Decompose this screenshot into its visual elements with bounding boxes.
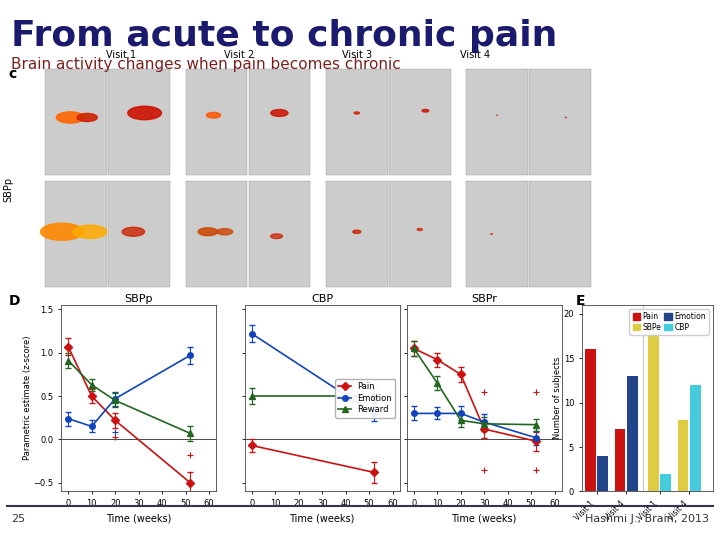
Text: E: E (576, 294, 585, 308)
Title: CBP: CBP (311, 294, 333, 305)
Text: 25: 25 (11, 514, 25, 524)
Bar (529, 69, 591, 174)
Bar (389, 181, 451, 287)
Bar (660, 474, 671, 491)
Y-axis label: Number of subjects: Number of subjects (553, 357, 562, 440)
Y-axis label: Parametric estimate (z-score): Parametric estimate (z-score) (23, 336, 32, 461)
Text: Visit 2: Visit 2 (224, 50, 254, 60)
X-axis label: Time (weeks): Time (weeks) (289, 514, 355, 524)
Text: Visit 4: Visit 4 (460, 50, 490, 60)
Circle shape (40, 223, 84, 240)
Bar (186, 181, 247, 287)
Text: Hashmi J., Brain, 2013: Hashmi J., Brain, 2013 (585, 514, 709, 524)
Bar (108, 69, 170, 174)
Circle shape (198, 228, 217, 235)
Bar (45, 69, 107, 174)
Circle shape (217, 228, 233, 235)
Text: Visit 3: Visit 3 (342, 50, 372, 60)
Bar (467, 181, 528, 287)
Legend: Pain, SBPe, Emotion, CBP: Pain, SBPe, Emotion, CBP (629, 309, 709, 335)
Text: c: c (9, 68, 17, 82)
Title: SBPr: SBPr (472, 294, 497, 305)
Text: SBPp: SBPp (4, 177, 14, 201)
Text: D: D (9, 294, 20, 308)
Bar (690, 385, 701, 491)
Circle shape (122, 227, 145, 236)
Bar (467, 69, 528, 174)
Bar (627, 376, 638, 491)
Bar (108, 181, 170, 287)
Bar (389, 69, 451, 174)
Circle shape (271, 234, 282, 239)
Text: Visit 1: Visit 1 (106, 50, 136, 60)
Circle shape (73, 225, 107, 239)
Circle shape (56, 112, 84, 123)
Circle shape (422, 110, 429, 112)
Bar (326, 69, 387, 174)
Circle shape (77, 113, 97, 122)
Circle shape (207, 112, 220, 118)
Title: SBPp: SBPp (125, 294, 153, 305)
Text: Brain activity changes when pain becomes chronic: Brain activity changes when pain becomes… (11, 57, 400, 72)
Bar (248, 181, 310, 287)
Bar (529, 181, 591, 287)
X-axis label: Time (weeks): Time (weeks) (451, 514, 517, 524)
Legend: Pain, Emotion, Reward: Pain, Emotion, Reward (335, 379, 395, 417)
Bar (45, 181, 107, 287)
Bar (585, 349, 595, 491)
Bar (326, 181, 387, 287)
Bar (248, 69, 310, 174)
Text: From acute to chronic pain: From acute to chronic pain (11, 19, 557, 53)
Bar (678, 421, 688, 491)
Circle shape (353, 230, 361, 233)
Circle shape (354, 112, 359, 114)
Bar (186, 69, 247, 174)
Circle shape (127, 106, 161, 120)
Bar (615, 429, 626, 491)
X-axis label: Time (weeks): Time (weeks) (106, 514, 171, 524)
Circle shape (417, 228, 423, 231)
Bar (598, 456, 608, 491)
Circle shape (271, 110, 288, 117)
Bar (648, 332, 659, 491)
